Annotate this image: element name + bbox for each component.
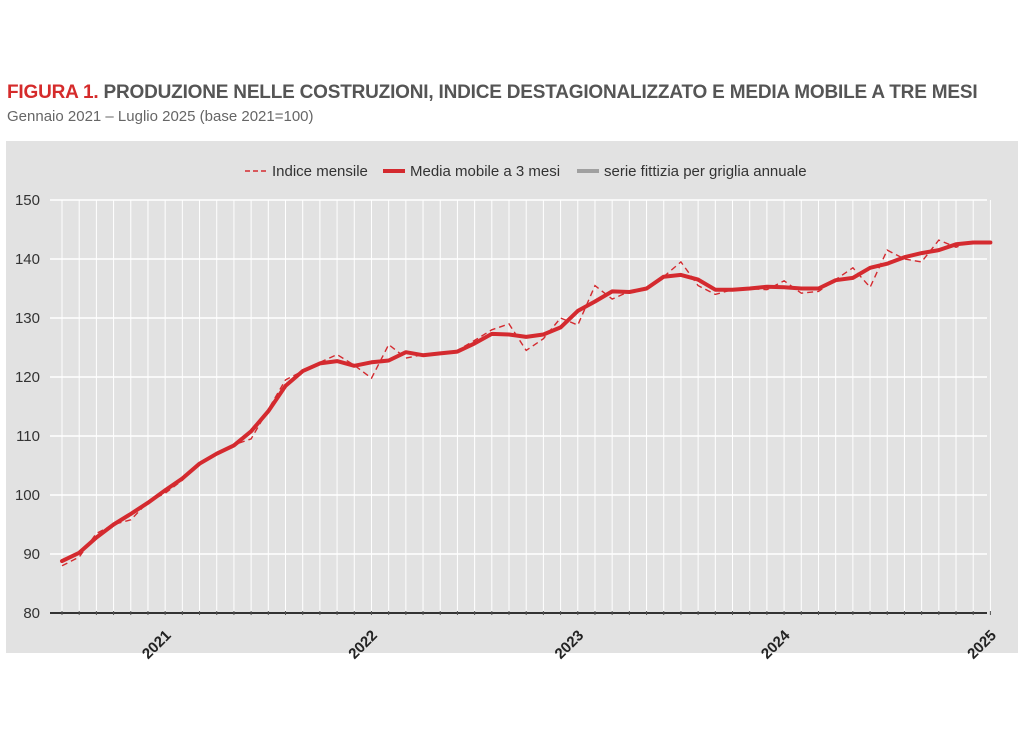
chart-panel	[6, 141, 1018, 653]
axes: 80 90 100 110 120 130 140 150 2021 2022 2023 2024 20…	[15, 192, 1000, 663]
x-tick-label: 2025	[964, 627, 1000, 663]
legend-item-indice-mensile: Indice mensile	[245, 163, 368, 180]
x-tick-label: 2023	[552, 627, 588, 663]
y-tick-label: 110	[16, 428, 40, 445]
y-tick-label: 120	[15, 369, 40, 386]
y-tick-label: 90	[23, 546, 40, 563]
legend-label: Media mobile a 3 mesi	[410, 163, 560, 180]
figure-title-text: PRODUZIONE NELLE COSTRUZIONI, INDICE DES…	[103, 82, 978, 103]
y-tick-label: 80	[23, 605, 40, 622]
legend-label: Indice mensile	[272, 163, 368, 180]
figure-header: FIGURA 1. PRODUZIONE NELLE COSTRUZIONI, …	[7, 82, 978, 125]
y-tick-label: 150	[15, 192, 40, 209]
legend-item-serie-fittizia: serie fittizia per griglia annuale	[577, 163, 807, 180]
x-tick-label: 2022	[345, 627, 381, 663]
x-tick-label: 2024	[758, 627, 794, 663]
legend-item-media-mobile: Media mobile a 3 mesi	[383, 163, 560, 180]
series	[60, 239, 993, 567]
y-tick-label: 140	[15, 251, 40, 268]
series-media-mobile	[60, 240, 993, 564]
y-tick-label: 100	[15, 487, 40, 504]
legend-label: serie fittizia per griglia annuale	[604, 163, 807, 180]
figure-subtitle: Gennaio 2021 – Luglio 2025 (base 2021=10…	[7, 108, 314, 125]
grid	[50, 199, 991, 613]
y-tick-label: 130	[15, 310, 40, 327]
legend: Indice mensile Media mobile a 3 mesi serie…	[245, 163, 807, 180]
figure-label: FIGURA 1.	[7, 82, 99, 103]
figure-title: FIGURA 1. PRODUZIONE NELLE COSTRUZIONI, …	[7, 82, 978, 104]
x-tick-label: 2021	[139, 627, 175, 663]
